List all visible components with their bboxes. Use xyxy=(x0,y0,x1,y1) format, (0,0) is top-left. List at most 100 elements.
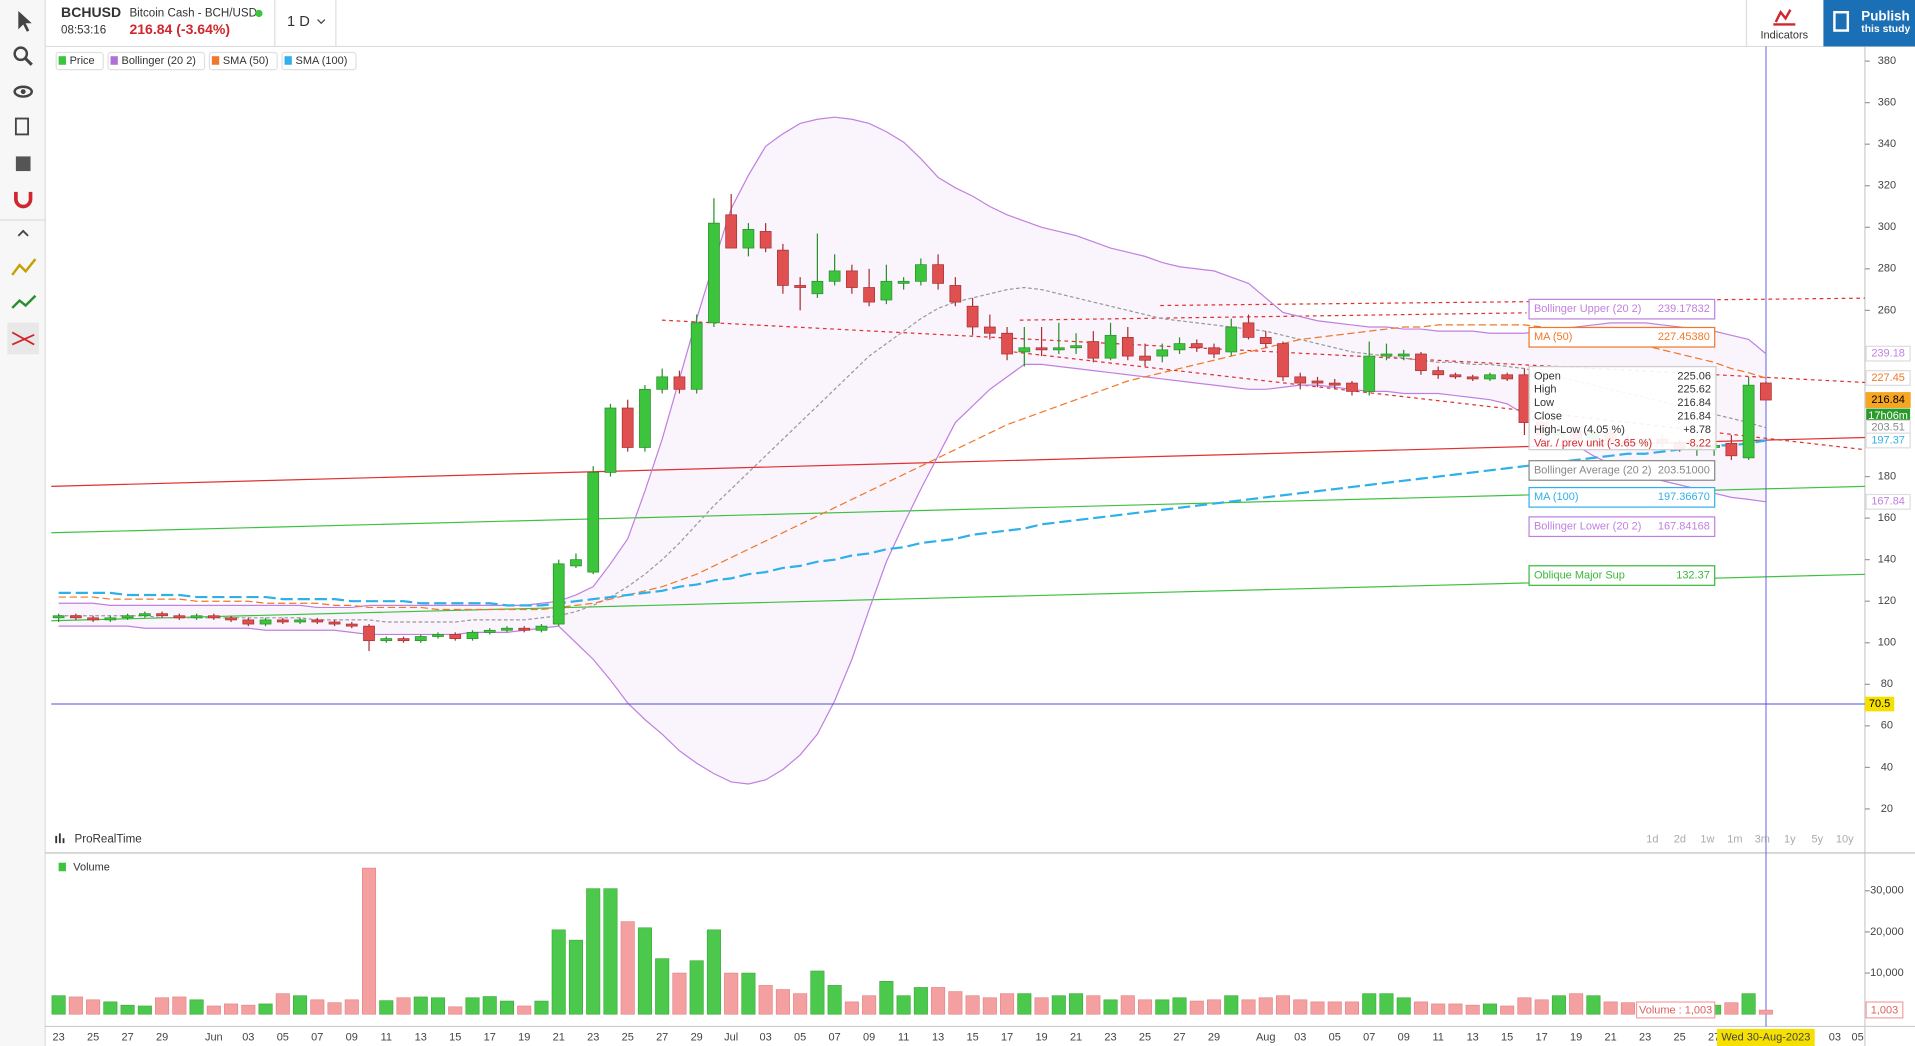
zoom-tool[interactable] xyxy=(13,46,29,62)
legend-entry: SMA (50) xyxy=(223,55,269,67)
eye-pupil xyxy=(20,89,26,95)
x-tick-label: 25 xyxy=(87,1031,99,1043)
candle-body xyxy=(432,634,444,637)
trend-tool[interactable] xyxy=(11,294,37,309)
tooltip-value: 216.84 xyxy=(1677,397,1711,409)
x-tick-label: 15 xyxy=(966,1031,978,1043)
publish-label: Publish xyxy=(1861,9,1909,24)
candle-body xyxy=(1725,442,1738,457)
y-tick-label: 140 xyxy=(1878,554,1896,566)
tooltip-key: High-Low (4.05 %) xyxy=(1534,424,1625,436)
candle-body xyxy=(1466,376,1479,380)
channel-tool[interactable] xyxy=(11,331,35,346)
candle-body xyxy=(311,619,324,623)
period-button[interactable]: 10y xyxy=(1836,833,1854,845)
legend-swatch xyxy=(58,56,66,65)
volume-bar xyxy=(430,997,446,1015)
period-button[interactable]: 1m xyxy=(1727,833,1742,845)
brand: ProRealTime xyxy=(74,833,141,846)
candle-body xyxy=(518,627,531,631)
countdown: 17h06m xyxy=(1868,410,1908,422)
period-button[interactable]: 2d xyxy=(1674,833,1686,845)
volume-bar xyxy=(275,993,290,1015)
magnet-tool[interactable] xyxy=(14,191,33,209)
x-tick-label: 19 xyxy=(1570,1031,1582,1043)
channel-line[interactable] xyxy=(1013,351,1865,451)
indicator-box-value: 132.37 xyxy=(1676,569,1710,581)
delete-tool[interactable] xyxy=(15,156,31,172)
timeframe[interactable]: 1 D xyxy=(287,14,310,30)
volume-bar xyxy=(1310,1001,1325,1015)
period-button[interactable]: 5y xyxy=(1811,833,1823,845)
timeframe-caret xyxy=(317,19,326,25)
x-tick-label: 15 xyxy=(1501,1031,1513,1043)
indicator-box-value: 167.84168 xyxy=(1658,521,1710,533)
volume-bar xyxy=(499,1000,515,1015)
period-button[interactable]: 1w xyxy=(1700,833,1714,845)
copy-tool[interactable] xyxy=(14,117,30,136)
candle-body xyxy=(708,222,720,324)
price-tag-label: 203.51 xyxy=(1871,422,1905,434)
period-button[interactable]: 1d xyxy=(1646,833,1658,845)
indicator-box-name: Bollinger Lower (20 2) xyxy=(1534,521,1641,533)
candle-body xyxy=(1277,343,1289,378)
period-button[interactable]: 1y xyxy=(1784,833,1796,845)
volume-axis-label: 1,003 xyxy=(1871,1004,1898,1016)
candle-body xyxy=(52,615,65,619)
legend-box xyxy=(281,51,357,71)
volume-bar xyxy=(293,995,308,1015)
x-tick-label: 19 xyxy=(1035,1031,1047,1043)
volume-bar xyxy=(224,1003,239,1015)
eye-tool[interactable] xyxy=(13,85,33,98)
x-tick-label: 07 xyxy=(829,1031,841,1043)
candle-body xyxy=(811,280,824,295)
publish-button[interactable] xyxy=(1823,0,1915,47)
volume-bar xyxy=(172,996,187,1015)
price-tag-label: 227.45 xyxy=(1871,372,1905,384)
countdown-bg xyxy=(1866,408,1911,424)
cursor-tool[interactable] xyxy=(18,10,32,32)
volume-bar xyxy=(758,985,773,1015)
x-tick-label: 23 xyxy=(1639,1031,1651,1043)
channel-line[interactable] xyxy=(661,319,1865,384)
x-tick-label: Jul xyxy=(724,1031,738,1043)
volume-bar xyxy=(465,997,480,1015)
candle-body xyxy=(1121,337,1134,357)
tooltip xyxy=(1528,365,1717,451)
x-tick-label: 11 xyxy=(1433,1031,1444,1043)
volume-bar xyxy=(155,997,170,1015)
indicators-button[interactable]: Indicators xyxy=(1761,29,1809,41)
volume-bar xyxy=(879,980,894,1015)
tooltip-value: 225.06 xyxy=(1677,370,1711,382)
x-tick-label: 29 xyxy=(1208,1031,1220,1043)
y-tick-label: 160 xyxy=(1878,512,1896,524)
x-tick-label: 27 xyxy=(1173,1031,1185,1043)
volume-bar xyxy=(103,1001,118,1015)
volume-bar xyxy=(482,996,497,1015)
volume-bar xyxy=(603,888,618,1015)
candle-body xyxy=(914,264,927,282)
volume-bar xyxy=(1172,997,1187,1015)
draw-tool[interactable] xyxy=(11,258,37,276)
volume-bar xyxy=(327,1002,342,1015)
candle-body xyxy=(897,280,910,284)
x-tick-label: 27 xyxy=(121,1031,133,1043)
candle-body xyxy=(1001,332,1013,355)
volume-bar xyxy=(517,1005,532,1015)
volume-bar xyxy=(1206,999,1222,1015)
price-tag-label: 216.84 xyxy=(1871,394,1905,406)
candle-body xyxy=(1156,349,1169,357)
period-button[interactable]: 3m xyxy=(1755,833,1770,845)
x-tick-label: Aug xyxy=(1256,1031,1276,1043)
x-tick-label: 17 xyxy=(484,1031,496,1043)
x-tick-label: 25 xyxy=(1139,1031,1151,1043)
collapse[interactable] xyxy=(17,229,29,237)
volume-bar xyxy=(1293,999,1308,1015)
candle-body xyxy=(294,619,306,623)
volume-bar xyxy=(1034,997,1049,1015)
legend-swatch xyxy=(110,56,118,65)
y-tick-label: 260 xyxy=(1878,304,1896,316)
channel-line[interactable] xyxy=(1160,297,1865,307)
indicator-box-name: Bollinger Average (20 2) xyxy=(1534,464,1652,476)
